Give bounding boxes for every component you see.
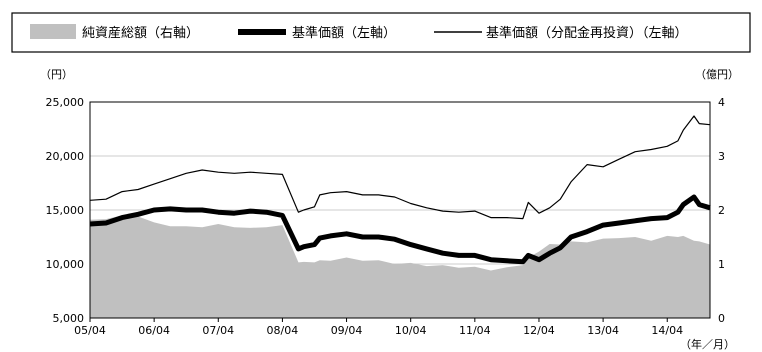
left-axis-unit: （円） [40,68,73,81]
left-tick-label: 25,000 [46,96,85,109]
x-tick-label: 07/04 [202,324,234,337]
legend-frame [11,12,751,53]
left-tick-label: 5,000 [53,312,85,325]
left-axis: 5,000 10,000 15,000 20,000 25,000 [46,96,85,325]
right-axis-unit: （億円） [695,68,739,81]
plot-area-series [90,215,710,318]
series-nav-reinvested-line [89,115,711,220]
legend-label-nav-reinvested: 基準価額（分配金再投資）（左軸） [486,25,688,41]
x-axis: 05/04 06/04 07/04 08/04 09/04 10/04 11/04 12/04… [74,318,683,337]
x-tick-label: 12/04 [523,324,555,337]
x-tick-label: 06/04 [138,324,170,337]
left-tick-label: 10,000 [46,258,85,271]
x-tick-label: 14/04 [651,324,683,337]
legend-label-nav: 基準価額（左軸） [292,25,396,41]
series-nav-line [89,194,711,265]
plot-line-series [89,115,711,265]
left-tick-label: 20,000 [46,150,85,163]
x-tick-label: 10/04 [395,324,427,337]
x-tick-label: 13/04 [587,324,619,337]
legend-label-net-assets: 純資産総額（右軸） [82,25,199,41]
x-tick-label: 08/04 [267,324,299,337]
plot-frame [89,101,711,319]
x-tick-label: 05/04 [74,324,106,337]
x-axis-unit: （年／月） [680,337,735,351]
right-tick-label: 4 [718,96,725,109]
left-tick-label: 15,000 [46,204,85,217]
right-axis: 0 1 2 3 4 [718,96,725,325]
series-net-assets-area [90,215,710,318]
x-tick-label: 09/04 [331,324,363,337]
legend-swatch-net-assets [30,24,76,39]
legend: 純資産総額（右軸） 基準価額（左軸） 基準価額（分配金再投資）（左軸） [11,12,751,53]
right-tick-label: 2 [718,204,725,217]
right-tick-label: 3 [718,150,725,163]
x-tick-label: 11/04 [459,324,491,337]
right-tick-label: 0 [718,312,725,325]
right-tick-label: 1 [718,258,725,271]
